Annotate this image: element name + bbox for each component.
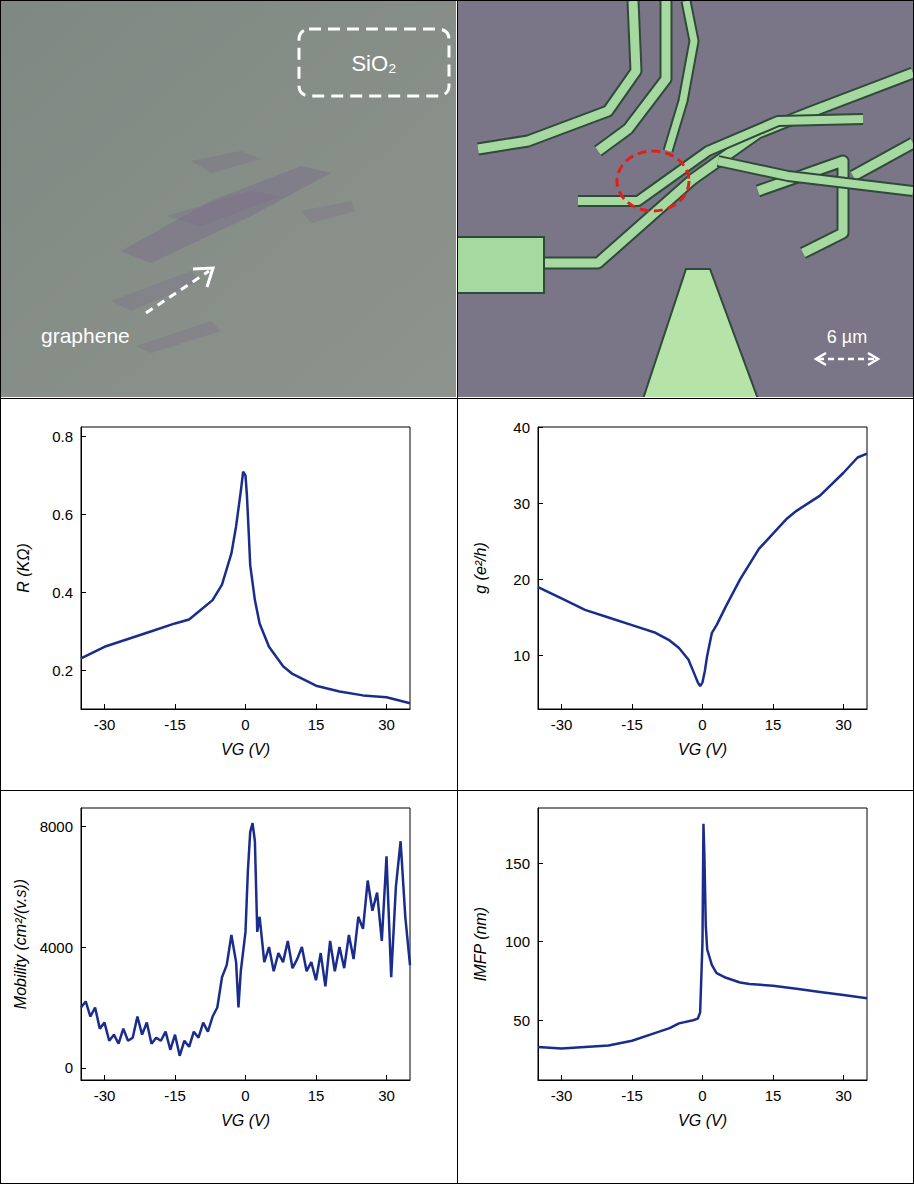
svg-text:6 µm: 6 µm — [827, 327, 867, 347]
svg-text:Mobility (cm²/(v.s)): Mobility (cm²/(v.s)) — [12, 879, 29, 1009]
svg-text:0: 0 — [241, 1087, 249, 1104]
svg-text:lMFP (nm): lMFP (nm) — [472, 907, 489, 981]
svg-text:0.4: 0.4 — [52, 584, 73, 601]
svg-text:SiO₂: SiO₂ — [351, 51, 396, 76]
svg-text:-15: -15 — [621, 716, 643, 733]
svg-text:30: 30 — [378, 716, 395, 733]
svg-text:100: 100 — [505, 933, 530, 950]
svg-text:VG (V): VG (V) — [221, 741, 270, 758]
svg-text:8000: 8000 — [40, 818, 73, 835]
svg-text:-30: -30 — [94, 1087, 116, 1104]
svg-text:-15: -15 — [164, 716, 186, 733]
svg-text:20: 20 — [513, 571, 530, 588]
svg-text:g (e²/h): g (e²/h) — [472, 542, 489, 594]
svg-text:10: 10 — [513, 647, 530, 664]
svg-text:30: 30 — [835, 716, 852, 733]
svg-text:30: 30 — [835, 1087, 852, 1104]
svg-text:graphene: graphene — [41, 324, 130, 347]
svg-text:0.8: 0.8 — [52, 428, 73, 445]
svg-text:15: 15 — [308, 1087, 325, 1104]
svg-text:-30: -30 — [94, 716, 116, 733]
svg-text:0.2: 0.2 — [52, 662, 73, 679]
svg-text:-30: -30 — [551, 1087, 573, 1104]
svg-text:-15: -15 — [621, 1087, 643, 1104]
svg-text:0: 0 — [241, 716, 249, 733]
svg-text:0: 0 — [65, 1059, 73, 1076]
svg-text:15: 15 — [308, 716, 325, 733]
svg-text:15: 15 — [765, 1087, 782, 1104]
svg-text:0.6: 0.6 — [52, 506, 73, 523]
svg-text:40: 40 — [513, 419, 530, 436]
svg-text:30: 30 — [513, 495, 530, 512]
svg-text:0: 0 — [698, 1087, 706, 1104]
svg-text:-30: -30 — [551, 716, 573, 733]
svg-text:150: 150 — [505, 855, 530, 872]
svg-text:VG (V): VG (V) — [678, 741, 727, 758]
svg-text:-15: -15 — [164, 1087, 186, 1104]
svg-text:R (KΩ): R (KΩ) — [15, 543, 32, 593]
svg-text:50: 50 — [513, 1012, 530, 1029]
svg-text:15: 15 — [765, 716, 782, 733]
svg-text:4000: 4000 — [40, 939, 73, 956]
svg-text:0: 0 — [698, 716, 706, 733]
svg-text:VG (V): VG (V) — [221, 1112, 270, 1129]
svg-text:VG (V): VG (V) — [678, 1112, 727, 1129]
svg-text:30: 30 — [378, 1087, 395, 1104]
